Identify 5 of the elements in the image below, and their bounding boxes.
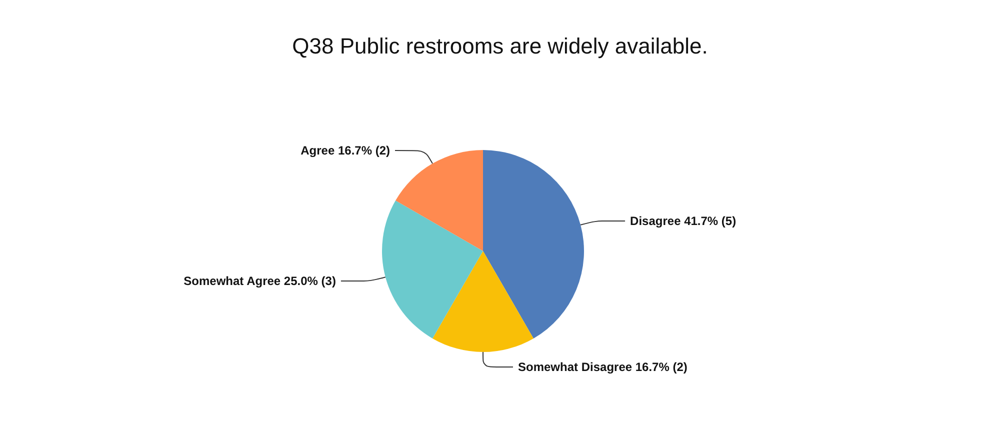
chart-title: Q38 Public restrooms are widely available. bbox=[292, 34, 708, 58]
slice-label: Disagree 41.7% (5) bbox=[630, 214, 736, 228]
slice-label: Agree 16.7% (2) bbox=[300, 144, 390, 158]
slice-label: Somewhat Disagree 16.7% (2) bbox=[518, 360, 688, 374]
slice-label: Somewhat Agree 25.0% (3) bbox=[184, 274, 336, 288]
